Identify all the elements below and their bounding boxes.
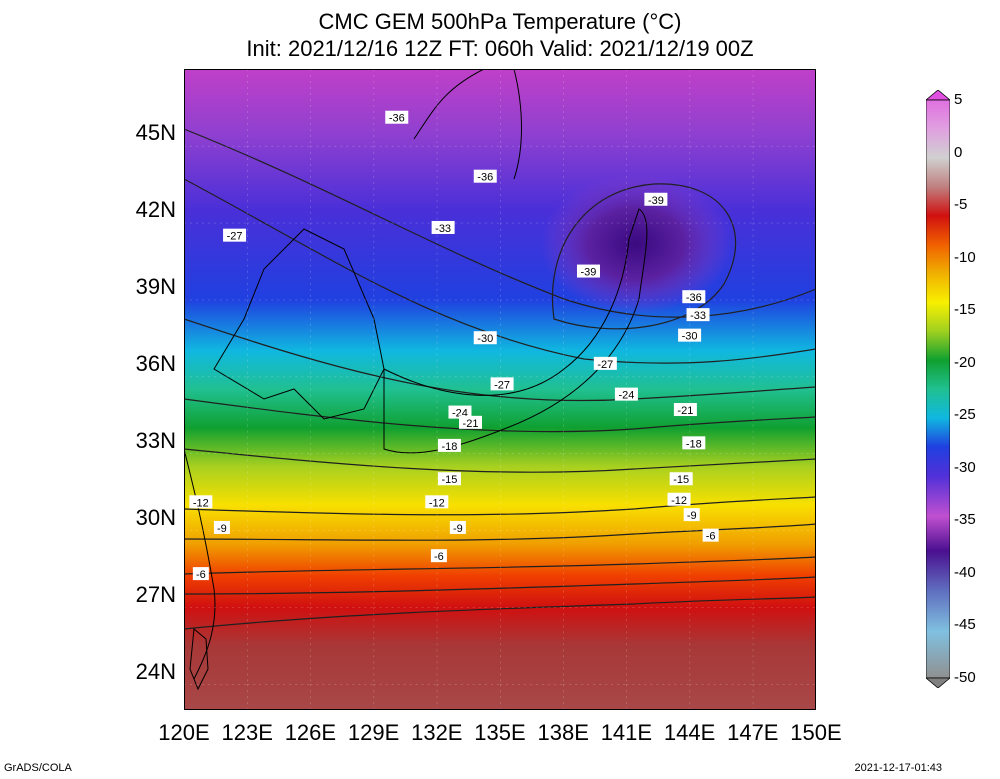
latitude-label: 33N xyxy=(135,427,176,453)
latitude-label: 42N xyxy=(135,197,176,223)
contour-label-text: -15 xyxy=(441,474,457,486)
contour-label-text: -6 xyxy=(196,569,206,581)
color-bar-label: -10 xyxy=(954,248,976,266)
color-bar-label: -50 xyxy=(954,669,976,686)
contour-label-text: -36 xyxy=(477,172,493,184)
contour-label: -18 xyxy=(437,438,461,453)
contour-label-text: -18 xyxy=(441,441,457,453)
contour-label-text: -6 xyxy=(434,551,444,563)
color-bar-label: -30 xyxy=(954,458,976,476)
contour-label: -21 xyxy=(459,415,483,430)
longitude-label: 141E xyxy=(600,720,653,745)
contour-label: -18 xyxy=(682,436,706,450)
contour-label: -15 xyxy=(669,472,693,486)
contour-label: -36 xyxy=(682,290,706,304)
color-bar-label: -20 xyxy=(954,353,976,371)
contour-label-text: -12 xyxy=(671,495,687,507)
contour-label: -39 xyxy=(576,264,600,279)
contour-label: -9 xyxy=(213,520,230,535)
contour-label-text: -33 xyxy=(435,223,451,235)
color-bar-label: 0 xyxy=(954,143,963,161)
latitude-label: 27N xyxy=(135,581,176,607)
longitude-label: 120E xyxy=(158,720,210,745)
contour-label: -33 xyxy=(431,220,455,235)
contour-label: -33 xyxy=(686,308,710,322)
contour-label-text: -6 xyxy=(706,531,716,543)
contour-label-text: -9 xyxy=(217,523,227,535)
contour-label: -27 xyxy=(593,356,617,371)
contour-label-text: -21 xyxy=(463,418,479,430)
contour-label-text: -24 xyxy=(618,390,634,402)
longitude-label: 144E xyxy=(663,720,716,745)
contour-label: -27 xyxy=(490,377,514,391)
contour-label: -9 xyxy=(683,508,700,522)
contour-label-text: -33 xyxy=(690,310,706,322)
longitude-label: 123E xyxy=(221,720,273,745)
contour-label: -39 xyxy=(644,192,668,207)
contour-label-text: -27 xyxy=(494,379,510,391)
longitude-label: 129E xyxy=(347,720,400,745)
contour-label: -12 xyxy=(667,492,691,507)
contour-label-text: -18 xyxy=(686,438,702,450)
contour-label-text: -36 xyxy=(686,292,702,304)
contour-label-text: -30 xyxy=(477,333,493,345)
contour-label-text: -27 xyxy=(597,359,613,371)
latitude-label: 45N xyxy=(135,120,176,146)
contour-label: -36 xyxy=(385,110,409,125)
longitude-label: 135E xyxy=(474,720,526,745)
longitude-label: 126E xyxy=(284,720,337,745)
contour-labels: -36 -36 -39 -33 -39 -27 -36 -33 -30 -30 -27 -27 -24 -… xyxy=(189,110,719,581)
contour-label-text: -9 xyxy=(687,510,697,522)
color-bar-label: -35 xyxy=(954,511,976,529)
temperature-map: -36 -36 -39 -33 -39 -27 -36 -33 -30 -30 -27 -27 -24 -… xyxy=(184,69,816,710)
latitude-label: 39N xyxy=(135,273,176,299)
contour-label-text: -30 xyxy=(682,331,698,343)
contour-label: -12 xyxy=(189,495,213,509)
longitude-label: 138E xyxy=(537,720,589,745)
color-bar-label: -5 xyxy=(954,196,968,214)
contour-label-text: -12 xyxy=(429,497,445,509)
contour-label-text: -36 xyxy=(389,113,405,125)
longitude-label: 150E xyxy=(790,720,842,745)
longitude-label: 147E xyxy=(727,720,779,745)
contour-label: -27 xyxy=(223,228,247,243)
footer-timestamp: 2021-12-17-01:43 xyxy=(854,762,942,774)
contour-label-text: -39 xyxy=(581,267,597,279)
contour-label: -21 xyxy=(673,403,697,417)
contour-label: -15 xyxy=(437,472,461,486)
color-bar-label: -25 xyxy=(954,406,976,424)
longitude-label: 132E xyxy=(411,720,463,745)
contour-label: -9 xyxy=(449,520,466,535)
contour-label: -36 xyxy=(473,169,497,184)
color-bar xyxy=(926,90,950,688)
map-subtitle: Init: 2021/12/16 12Z FT: 060h Valid: 202… xyxy=(246,36,754,61)
latitude-label: 24N xyxy=(135,658,176,684)
color-bar-label: -45 xyxy=(954,616,976,634)
contour-label-text: -12 xyxy=(193,497,209,509)
contour-label: -30 xyxy=(473,331,497,345)
contour-label-text: -27 xyxy=(227,231,243,243)
latitude-label: 30N xyxy=(135,504,176,530)
contour-label-text: -15 xyxy=(673,474,689,486)
map-frame xyxy=(184,69,816,710)
color-bar-label: 5 xyxy=(954,91,963,108)
contour-label: -12 xyxy=(425,495,449,509)
contour-label: -30 xyxy=(678,328,702,343)
contour-label: -6 xyxy=(702,528,719,543)
color-bar-label: -15 xyxy=(954,301,976,319)
contour-label-text: -21 xyxy=(677,405,693,417)
footer-credit: GrADS/COLA xyxy=(4,762,72,774)
contour-label: -6 xyxy=(430,549,447,563)
contour-label: -24 xyxy=(614,387,638,402)
color-bar-label: -40 xyxy=(954,563,976,581)
map-title: CMC GEM 500hPa Temperature (°C) xyxy=(318,9,682,34)
contour-label: -6 xyxy=(192,567,209,581)
latitude-label: 36N xyxy=(135,350,176,376)
contour-label-text: -9 xyxy=(453,523,463,535)
contour-label-text: -39 xyxy=(648,195,664,207)
